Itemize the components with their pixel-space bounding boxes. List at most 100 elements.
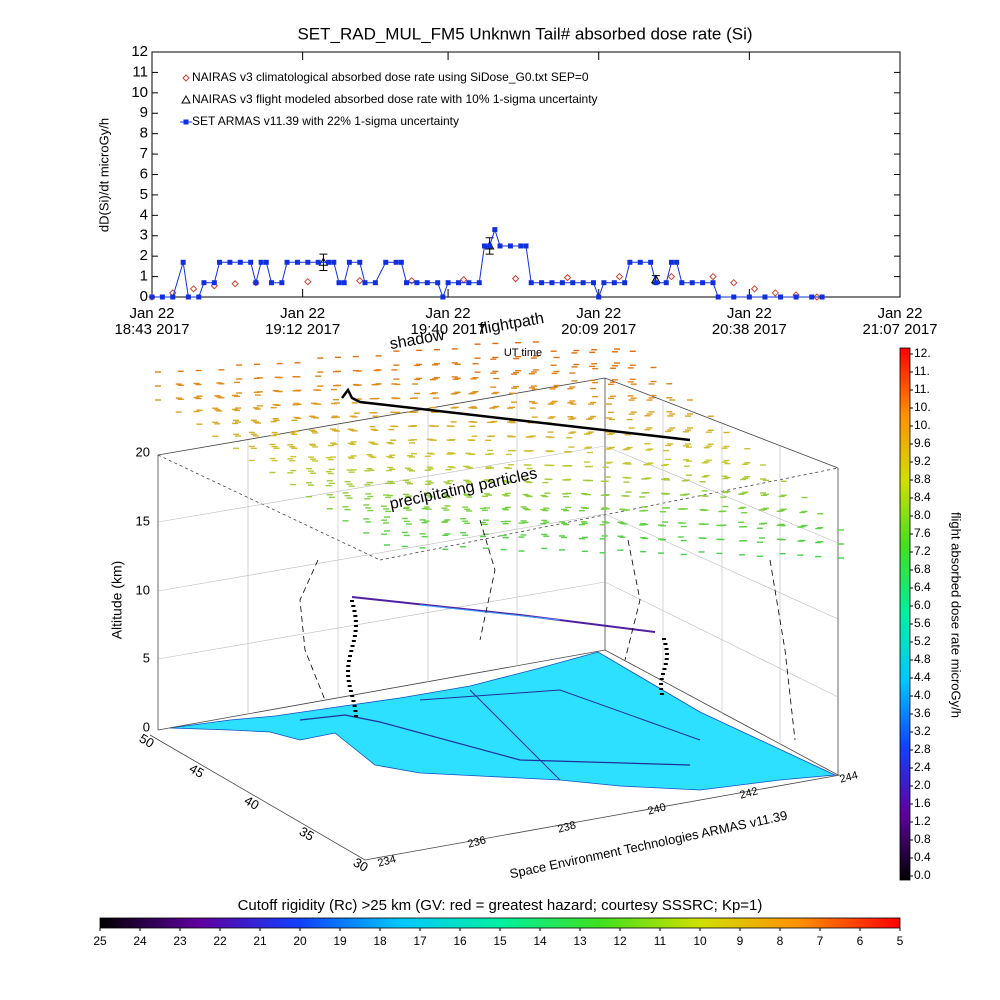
descent-dot xyxy=(353,615,358,617)
descent-dot xyxy=(351,605,356,607)
marker xyxy=(341,280,347,286)
legend-label: NAIRAS v3 flight modeled absorbed dose r… xyxy=(192,92,598,106)
marker xyxy=(601,280,607,286)
colorbar-tick-label: 24 xyxy=(133,934,147,948)
marker xyxy=(507,243,513,249)
colorbar-tick-label: 8.8 xyxy=(914,472,931,486)
z-tick-label: 10 xyxy=(136,582,150,597)
marker xyxy=(217,259,223,265)
marker xyxy=(663,280,669,286)
y-tick-label: 7 xyxy=(140,145,148,162)
x-tick-label: Jan 22 19:12 2017 xyxy=(265,305,340,338)
colorbar-tick-label: 2.8 xyxy=(914,742,931,756)
lat-tick-label: 40 xyxy=(242,793,262,813)
x-tick-label: Jan 22 20:09 2017 xyxy=(561,305,636,338)
marker xyxy=(591,280,597,286)
marker xyxy=(445,280,451,286)
marker xyxy=(196,294,202,300)
marker xyxy=(615,272,624,281)
marker xyxy=(248,259,254,265)
descent-dot xyxy=(664,653,669,655)
marker xyxy=(771,289,780,297)
colorbar-tick-label: 19 xyxy=(333,934,347,948)
descent-dashed xyxy=(769,559,796,741)
marker xyxy=(455,280,461,286)
descent-dot xyxy=(353,625,358,627)
lat-tick-label: 50 xyxy=(137,731,157,751)
colorbar-tick-label: 10. xyxy=(914,418,931,432)
colorbar-tick-label: 0.4 xyxy=(914,850,931,864)
marker xyxy=(750,285,759,293)
y-tick-label: 9 xyxy=(140,104,148,121)
marker xyxy=(408,276,416,285)
marker xyxy=(170,294,176,300)
lon-tick-label: 242 xyxy=(738,785,759,801)
descent-dot xyxy=(353,630,358,632)
marker xyxy=(611,280,617,286)
marker xyxy=(793,294,799,300)
marker xyxy=(231,280,239,288)
lat-tick-label: 35 xyxy=(297,824,317,844)
colorbar-tick-label: 23 xyxy=(173,934,187,948)
y-tick-label: 5 xyxy=(140,186,148,203)
descent-dot xyxy=(346,680,351,682)
descent-dot xyxy=(662,638,666,640)
colorbar-tick-label: 10 xyxy=(693,934,707,948)
z-tick-label: 5 xyxy=(143,650,150,665)
descent-dot xyxy=(659,683,664,685)
colorbar-tick-label: 8.0 xyxy=(914,508,931,522)
colorbar-tick-label: 0.8 xyxy=(914,832,931,846)
marker xyxy=(201,280,207,286)
marker xyxy=(424,280,430,286)
colorbar-tick-label: 15 xyxy=(493,934,507,948)
marker xyxy=(227,259,233,265)
marker xyxy=(331,259,337,265)
colorbar-tick-label: 6 xyxy=(857,934,864,948)
colorbar-tick-label: 5 xyxy=(897,934,904,948)
marker xyxy=(182,74,190,82)
descent-dot xyxy=(346,675,351,677)
marker xyxy=(263,259,269,265)
map-line xyxy=(419,689,701,741)
marker xyxy=(637,259,643,265)
colorbar-tick-label: 11 xyxy=(654,934,667,948)
marker xyxy=(709,272,717,281)
colorbar-tick-label: 11. xyxy=(914,364,930,378)
z-axis-label: Altitude (km) xyxy=(109,561,125,640)
annotation: flightpath xyxy=(478,310,545,338)
marker xyxy=(356,276,364,285)
x-tick-label: Jan 22 20:38 2017 xyxy=(712,305,787,338)
lat-tick-label: 30 xyxy=(351,855,371,875)
descent-dots xyxy=(346,600,669,717)
marker xyxy=(528,280,534,286)
descent-dot xyxy=(348,690,353,692)
marker xyxy=(476,280,482,286)
descent-dashed xyxy=(299,559,326,701)
legend-label: SET ARMAS v11.39 with 22% 1-sigma uncert… xyxy=(192,114,459,128)
descent-dot xyxy=(350,695,355,697)
marker xyxy=(809,294,815,300)
colorbar-tick-label: 6.0 xyxy=(914,598,931,612)
y-tick-label: 8 xyxy=(140,125,148,142)
marker xyxy=(511,274,520,283)
marker xyxy=(674,259,680,265)
y-tick-label: 3 xyxy=(140,227,148,244)
descent-dashed xyxy=(479,519,496,641)
colorbar-tick-label: 9.6 xyxy=(914,436,931,450)
marker xyxy=(778,294,784,300)
colorbar-title: Cutoff rigidity (Rc) >25 km (GV: red = g… xyxy=(238,897,763,914)
marker xyxy=(326,259,332,265)
colorbar-tick-label: 9 xyxy=(737,934,744,948)
marker xyxy=(304,277,312,286)
marker xyxy=(710,280,716,286)
marker xyxy=(211,280,217,286)
descent-dot xyxy=(353,620,358,622)
x-axis-label: UT time xyxy=(504,347,542,359)
marker xyxy=(237,259,243,265)
colorbar-tick-label: 18 xyxy=(373,934,387,948)
colorbar-tick-label: 12 xyxy=(613,934,627,948)
marker xyxy=(159,294,165,300)
marker xyxy=(487,243,493,249)
marker xyxy=(149,294,155,300)
flight-path xyxy=(341,387,691,442)
